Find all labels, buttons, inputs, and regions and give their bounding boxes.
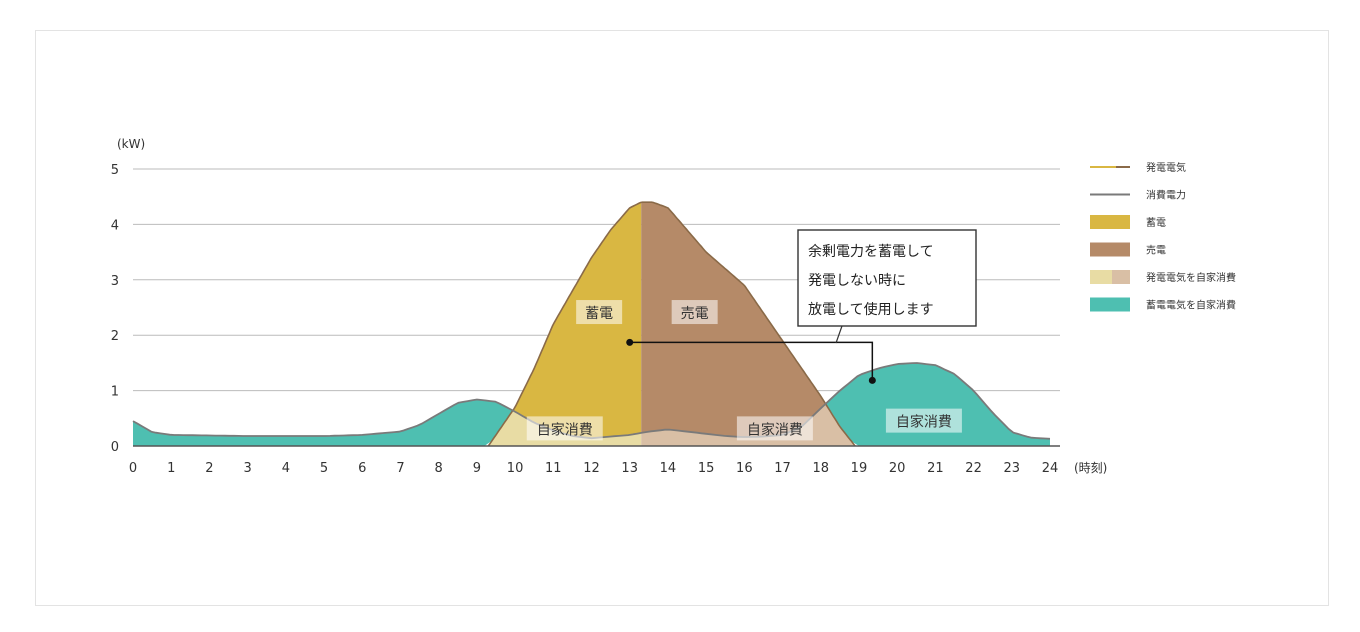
x-tick-label: 11 [545, 461, 562, 476]
area-label-bg [736, 416, 813, 441]
x-tick-label: 16 [736, 461, 753, 476]
x-tick-label: 22 [965, 461, 982, 476]
x-tick-label: 0 [129, 461, 137, 476]
area-label-bg [671, 300, 718, 325]
x-tick-label: 6 [358, 461, 366, 476]
area-label: 蓄電 [585, 306, 613, 322]
y-tick-label: 0 [111, 440, 119, 455]
area-label-bg [526, 416, 603, 441]
legend-swatch [1090, 215, 1130, 229]
x-tick-label: 1 [167, 461, 175, 476]
x-tick-label: 7 [396, 461, 404, 476]
connector-line [629, 341, 874, 379]
area-label: 自家消費 [896, 414, 952, 431]
x-tick-label: 8 [435, 461, 443, 476]
area-storage-self-consumption [133, 363, 1050, 446]
x-tick-label: 19 [851, 461, 868, 476]
y-tick-label: 4 [111, 218, 119, 233]
legend-label: 蓄電電気を自家消費 [1146, 299, 1236, 312]
x-tick-label: 12 [583, 461, 600, 476]
y-tick-label: 3 [111, 274, 119, 289]
area-sell [641, 202, 856, 446]
y-axis-unit: (kW) [117, 137, 145, 151]
y-tick-label: 2 [111, 329, 119, 344]
x-tick-label: 15 [698, 461, 715, 476]
x-tick-label: 24 [1042, 461, 1059, 476]
x-tick-label: 4 [282, 461, 290, 476]
x-tick-label: 9 [473, 461, 481, 476]
x-tick-label: 10 [507, 461, 524, 476]
annotation-line: 放電して使用します [808, 301, 934, 318]
legend-swatch [1090, 297, 1130, 312]
legend-swatch [1112, 270, 1130, 284]
y-tick-label: 1 [111, 385, 119, 400]
legend-label: 売電 [1146, 244, 1166, 257]
x-tick-label: 20 [889, 461, 906, 476]
area-label: 自家消費 [537, 421, 593, 438]
area-label-bg [885, 408, 962, 433]
x-tick-label: 23 [1004, 461, 1021, 476]
x-tick-label: 5 [320, 461, 328, 476]
x-tick-label: 21 [927, 461, 944, 476]
x-tick-label: 13 [621, 461, 638, 476]
x-tick-label: 17 [774, 461, 791, 476]
legend-swatch [1090, 242, 1130, 257]
annotation-line: 発電しない時に [808, 273, 906, 289]
x-tick-label: 2 [205, 461, 213, 476]
x-axis-unit: (時刻) [1074, 461, 1107, 475]
y-tick-label: 5 [111, 163, 119, 178]
legend-label: 消費電力 [1146, 189, 1186, 202]
legend-label: 蓄電 [1146, 217, 1166, 229]
generation-line [487, 201, 856, 447]
connector-end-dot [868, 376, 876, 384]
annotation-line: 余剰電力を蓄電して [808, 243, 934, 260]
legend-label: 発電電気を自家消費 [1146, 271, 1236, 284]
legend-label: 発電電気 [1146, 161, 1186, 174]
x-tick-label: 18 [812, 461, 829, 476]
x-tick-label: 3 [243, 461, 251, 476]
callout-pointer [835, 325, 843, 344]
annotation-box [797, 229, 977, 327]
legend-swatch [1090, 270, 1112, 284]
area-label: 売電 [681, 306, 709, 322]
area-label-bg [576, 300, 623, 325]
area-label: 自家消費 [747, 421, 803, 438]
x-tick-label: 14 [660, 461, 677, 476]
